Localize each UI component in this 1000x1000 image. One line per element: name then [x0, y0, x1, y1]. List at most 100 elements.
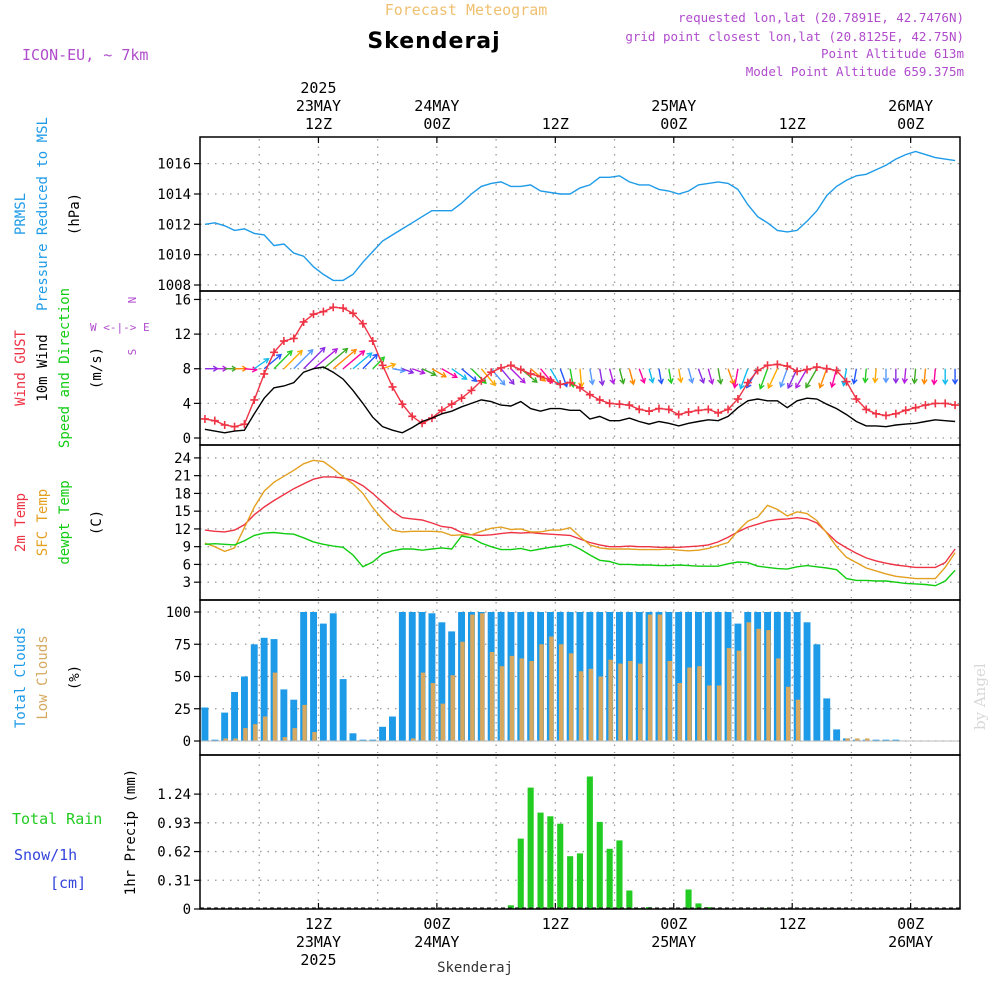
- grid-point-coords: grid point closest lon,lat (20.8125E, 42…: [625, 29, 964, 44]
- y-axis-label: 10m Wind: [35, 334, 51, 401]
- gust-marker: [901, 406, 910, 415]
- time-label-bottom: 12Z: [779, 915, 806, 933]
- wind-barb: [362, 353, 378, 370]
- y-tick-label: 3: [183, 575, 191, 591]
- bar-total-clouds: [319, 623, 327, 741]
- wind-barb: [441, 368, 458, 378]
- wind-barb: [480, 368, 496, 386]
- bar-total-clouds: [892, 739, 900, 741]
- time-label-bottom: 23MAY: [296, 933, 341, 951]
- time-label-top: 25MAY: [651, 97, 696, 115]
- wind-barb: [903, 368, 907, 383]
- wind-barb: [530, 368, 546, 382]
- gust-marker: [625, 401, 634, 410]
- y-tick-label: 0: [183, 902, 191, 918]
- bar-low-clouds: [638, 663, 643, 741]
- gust-marker: [516, 365, 525, 374]
- wind-barb-head: [490, 380, 496, 387]
- series-line-sfc-temp: [204, 459, 956, 580]
- gust-marker: [704, 405, 713, 414]
- bar-total-rain: [705, 907, 712, 909]
- y-tick-label: 75: [174, 637, 191, 653]
- gust-marker: [506, 361, 515, 370]
- bar-total-clouds: [408, 612, 416, 741]
- panel-pressure: 1008 1010 1012 1014 1016 PRMSL Pressure Reduce…: [13, 117, 961, 311]
- bar-total-clouds: [803, 622, 811, 741]
- wind-barb: [431, 368, 447, 378]
- time-label-bottom: 26MAY: [888, 933, 933, 951]
- wind-barb-head: [531, 377, 538, 384]
- wind-barb: [628, 368, 635, 385]
- gust-marker: [388, 382, 397, 391]
- bar-total-rain: [626, 890, 633, 909]
- bar-total-clouds: [201, 707, 209, 741]
- bar-low-clouds: [865, 738, 870, 741]
- bar-total-rain: [547, 816, 554, 909]
- bar-total-clouds: [833, 729, 841, 741]
- wind-barb-head: [598, 380, 606, 387]
- bar-low-clouds: [657, 614, 663, 741]
- y-tick-label: 0.31: [157, 873, 191, 889]
- bar-low-clouds: [529, 661, 534, 741]
- wind-barb-head: [892, 377, 900, 384]
- bar-total-rain: [586, 776, 593, 909]
- bar-total-rain: [507, 905, 514, 909]
- wind-barb: [638, 368, 645, 384]
- gust-marker: [358, 319, 367, 328]
- wind-barb-head: [609, 378, 616, 385]
- bar-total-rain: [616, 840, 623, 909]
- wind-barb-head: [851, 378, 858, 385]
- bar-low-clouds: [430, 683, 436, 741]
- wind-barb: [322, 348, 348, 370]
- bar-low-clouds: [519, 658, 524, 741]
- wind-barb-head: [275, 353, 283, 360]
- gust-marker: [289, 334, 298, 343]
- wind-barb: [678, 368, 682, 383]
- bar-low-clouds: [726, 648, 732, 741]
- time-label-bottom: 00Z: [660, 915, 687, 933]
- wind-barb: [913, 368, 917, 384]
- bar-low-clouds: [282, 737, 288, 741]
- gust-marker: [260, 369, 269, 378]
- bar-low-clouds: [411, 738, 416, 741]
- gust-marker: [733, 395, 742, 404]
- wind-barb-head: [588, 379, 596, 386]
- bar-total-rain: [695, 903, 702, 909]
- wind-barb-head: [657, 378, 665, 385]
- wind-barb-head: [648, 377, 655, 384]
- gust-marker: [595, 395, 604, 404]
- gust-marker: [566, 378, 575, 387]
- wind-barb: [549, 368, 561, 386]
- gust-marker: [951, 401, 960, 410]
- bar-low-clouds: [647, 614, 653, 741]
- gust-marker: [230, 422, 239, 431]
- gust-marker: [674, 410, 683, 419]
- y-tick-label: 9: [183, 540, 191, 556]
- wind-barb: [608, 368, 615, 384]
- wind-barb-head: [519, 377, 526, 384]
- wind-barb-head: [440, 372, 447, 378]
- bar-total-rain: [606, 848, 613, 909]
- bar-low-clouds: [539, 644, 544, 742]
- wind-barb: [853, 368, 858, 384]
- y-axis-label: Wind GUST: [13, 330, 29, 406]
- bar-total-clouds: [675, 612, 683, 741]
- bar-total-rain: [685, 889, 692, 909]
- bar-low-clouds: [223, 738, 228, 741]
- location-title: Skenderaj: [367, 29, 500, 54]
- bar-total-clouds: [379, 726, 386, 741]
- time-label-top: 23MAY: [296, 97, 341, 115]
- wind-barb-head: [779, 381, 786, 388]
- y-axis-label: Pressure Reduced to MSL: [35, 117, 51, 311]
- bar-low-clouds: [509, 655, 515, 741]
- bar-total-clouds: [260, 637, 268, 741]
- gust-marker: [378, 361, 387, 370]
- y-tick-label: 0.93: [157, 816, 191, 832]
- bar-low-clouds: [578, 671, 584, 741]
- gust-marker: [615, 400, 624, 409]
- time-label-bottom: 00Z: [423, 915, 450, 933]
- wind-barb-head: [332, 348, 339, 354]
- bar-total-clouds: [280, 689, 288, 741]
